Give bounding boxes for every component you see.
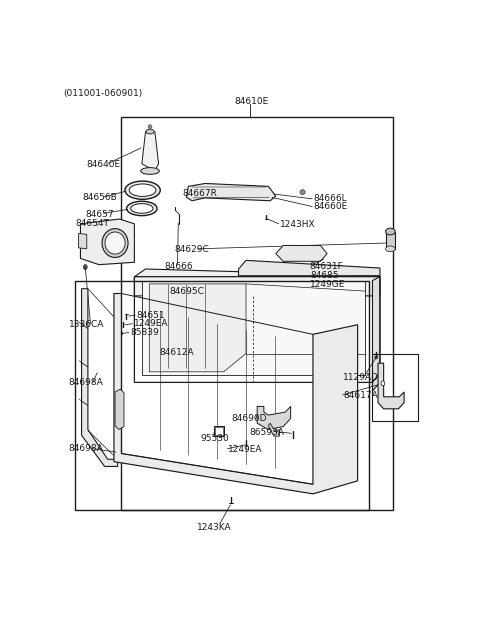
Text: 1129AD: 1129AD: [343, 373, 379, 382]
Ellipse shape: [300, 190, 305, 195]
Polygon shape: [378, 363, 404, 409]
Ellipse shape: [146, 129, 154, 134]
Text: 84631F: 84631F: [309, 261, 343, 271]
Ellipse shape: [127, 202, 157, 216]
Text: 84656B: 84656B: [83, 193, 117, 202]
Bar: [193, 334, 204, 346]
Ellipse shape: [105, 232, 125, 254]
Ellipse shape: [381, 381, 385, 386]
Text: 84667R: 84667R: [183, 188, 217, 198]
Polygon shape: [186, 287, 197, 310]
Polygon shape: [276, 245, 327, 261]
Polygon shape: [142, 132, 158, 171]
Text: 84695C: 84695C: [170, 286, 204, 296]
Polygon shape: [114, 293, 358, 494]
Bar: [186, 286, 194, 295]
Text: 1249EA: 1249EA: [133, 319, 168, 328]
Text: 84617A: 84617A: [344, 391, 378, 401]
Text: 1243KA: 1243KA: [197, 523, 231, 532]
Text: 84698A: 84698A: [68, 378, 103, 387]
Ellipse shape: [84, 265, 87, 270]
Polygon shape: [149, 284, 246, 372]
Polygon shape: [186, 183, 276, 201]
Polygon shape: [239, 260, 380, 276]
Ellipse shape: [148, 125, 152, 129]
Text: 84698A: 84698A: [68, 444, 103, 453]
Ellipse shape: [141, 168, 159, 174]
Ellipse shape: [102, 228, 128, 258]
Text: 1249EA: 1249EA: [228, 445, 263, 454]
Polygon shape: [79, 233, 87, 249]
Text: 84629C: 84629C: [175, 245, 209, 254]
Text: 84610E: 84610E: [234, 97, 268, 106]
Text: 1243HX: 1243HX: [279, 220, 315, 229]
Ellipse shape: [125, 181, 160, 199]
Text: 1336CA: 1336CA: [69, 320, 105, 329]
Polygon shape: [82, 289, 118, 467]
Polygon shape: [268, 423, 279, 436]
Text: (011001-060901): (011001-060901): [64, 89, 143, 99]
Ellipse shape: [131, 203, 153, 213]
Text: 84640E: 84640E: [87, 160, 121, 168]
Text: 84666: 84666: [164, 261, 193, 271]
Text: 95530: 95530: [201, 434, 229, 442]
Text: 1249GE: 1249GE: [310, 280, 345, 289]
Ellipse shape: [385, 246, 395, 251]
Text: 84612A: 84612A: [160, 348, 194, 357]
Ellipse shape: [210, 184, 216, 192]
Text: 85839: 85839: [130, 328, 159, 337]
Text: 84690D: 84690D: [231, 414, 266, 424]
Bar: [385, 232, 395, 249]
Text: 86593A: 86593A: [250, 428, 285, 437]
Bar: [215, 426, 224, 436]
Text: 84657: 84657: [85, 210, 114, 219]
Polygon shape: [134, 269, 380, 296]
Text: 84654T: 84654T: [75, 219, 109, 228]
Polygon shape: [115, 389, 124, 429]
Ellipse shape: [375, 356, 378, 359]
Ellipse shape: [129, 184, 156, 197]
Polygon shape: [372, 276, 380, 391]
Text: 84651: 84651: [136, 311, 165, 319]
Text: 84660E: 84660E: [313, 202, 347, 211]
Text: 84685: 84685: [310, 271, 338, 280]
Bar: [192, 333, 206, 348]
Polygon shape: [81, 219, 134, 265]
Bar: [216, 427, 223, 435]
Text: 84666L: 84666L: [313, 194, 347, 203]
Ellipse shape: [385, 228, 395, 235]
Polygon shape: [142, 281, 365, 375]
Polygon shape: [257, 406, 290, 429]
